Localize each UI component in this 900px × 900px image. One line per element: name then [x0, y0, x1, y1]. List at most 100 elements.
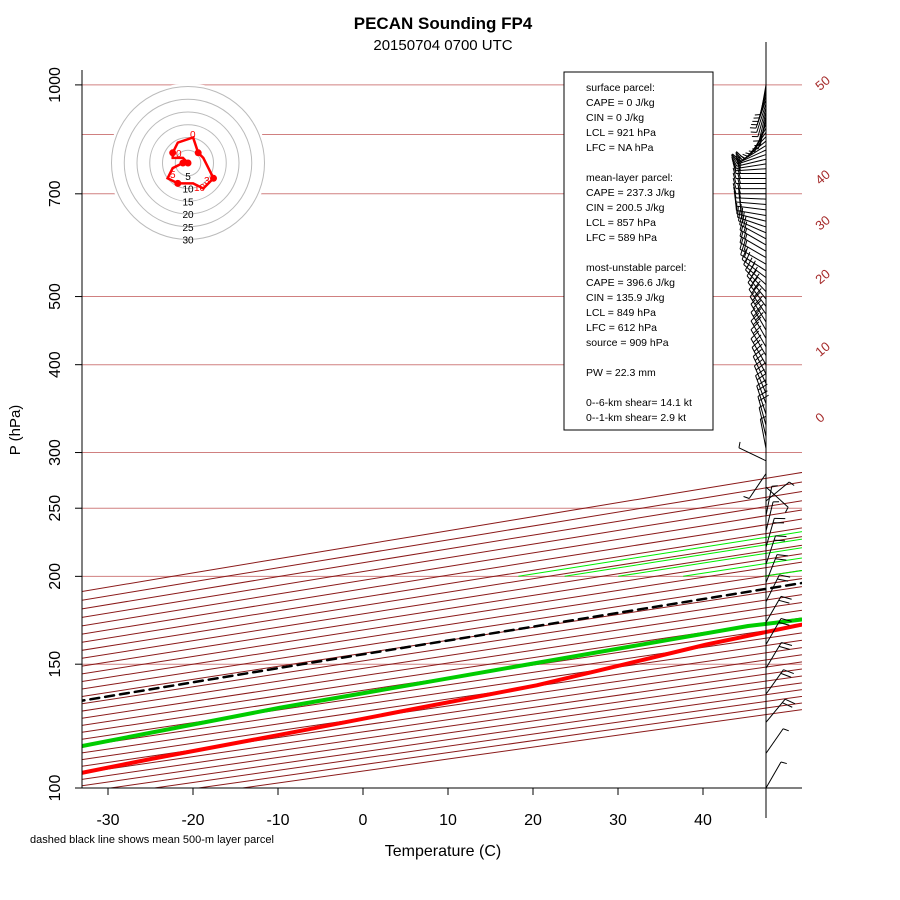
- wind-barb-flag: [752, 348, 762, 357]
- sounding-traces: [82, 581, 802, 775]
- wind-barb: [765, 618, 782, 645]
- wind-barb-flag: [784, 698, 796, 705]
- wind-barb-flag: [732, 172, 737, 184]
- wind-barb: [765, 728, 784, 754]
- wind-barb-flag: [752, 299, 762, 309]
- wind-barb-flag: [757, 390, 768, 397]
- hodograph-ring-label: 30: [182, 236, 194, 247]
- x-tick-label: 20: [524, 812, 542, 829]
- wind-barb-flag: [758, 404, 765, 408]
- wind-barb: [739, 229, 767, 246]
- wind-barb: [765, 554, 778, 583]
- wind-barb-flag: [732, 183, 737, 194]
- wind-barb-flag: [753, 288, 762, 298]
- wind-barb-flag: [755, 312, 764, 321]
- wind-barb-flag: [741, 249, 747, 260]
- x-tick-label: -10: [266, 812, 289, 829]
- wind-barb: [743, 264, 767, 285]
- wind-barb-flag: [752, 325, 762, 334]
- wind-barb: [765, 669, 784, 695]
- wind-barb: [758, 111, 767, 142]
- wind-barb-flag: [774, 539, 786, 542]
- y-tick-label: 1000: [47, 67, 64, 103]
- wind-barb: [765, 698, 786, 723]
- isotherm-label: 40: [812, 167, 833, 188]
- hodograph-point: [210, 174, 217, 182]
- wind-barb-flag: [738, 441, 741, 448]
- wind-barb-flag: [735, 157, 742, 169]
- wind-barb: [739, 242, 767, 259]
- wind-barb-flag: [731, 154, 738, 165]
- wind-barb-flag: [743, 258, 747, 265]
- wind-barb: [765, 486, 773, 516]
- wind-barb-flag: [751, 284, 760, 294]
- isotherm-label: 0: [812, 410, 827, 426]
- wind-barb: [765, 518, 775, 548]
- parameter-line: mean-layer parcel:: [586, 172, 673, 184]
- moist-adiabat: [764, 570, 802, 577]
- wind-barb-flag: [735, 151, 745, 160]
- parameter-line: CIN = 200.5 J/kg: [586, 202, 665, 214]
- wind-barb-flag: [784, 506, 789, 513]
- hodograph-point: [179, 159, 187, 167]
- wind-barb: [757, 107, 767, 137]
- wind-barb-flag: [756, 379, 767, 387]
- wind-barb-flag: [780, 672, 792, 678]
- wind-barb: [739, 224, 767, 240]
- wind-barb-flag: [756, 373, 767, 381]
- wind-barb-flag: [760, 415, 766, 420]
- wind-barb-flag: [752, 334, 762, 343]
- wind-barb: [750, 320, 767, 348]
- wind-barb: [756, 103, 767, 133]
- wind-barb-flag: [750, 299, 756, 305]
- wind-barb-flag: [778, 599, 790, 604]
- wind-barb-flag: [755, 362, 766, 371]
- wind-barb: [755, 375, 767, 404]
- wind-barb: [750, 312, 767, 339]
- isotherm-ref: [788, 70, 900, 788]
- hodograph-point: [169, 149, 177, 157]
- wind-barb-flag: [732, 162, 737, 174]
- wind-barb: [765, 486, 789, 508]
- chart-title: PECAN Sounding FP4: [354, 14, 533, 33]
- hodograph-ring: [123, 98, 253, 228]
- wind-barb: [737, 216, 767, 228]
- y-tick-label: 150: [47, 651, 64, 678]
- wind-barb-flag: [788, 481, 795, 486]
- parcel-footnote: dashed black line shows mean 500-m layer…: [30, 834, 274, 846]
- parameter-line: LFC = 589 hPa: [586, 232, 657, 244]
- parameter-line: CIN = 0 J/kg: [586, 112, 644, 124]
- wind-barb-flag: [745, 251, 751, 263]
- isotherm-label: 20: [812, 266, 833, 287]
- parameter-line: LFC = 612 hPa: [586, 322, 657, 334]
- dry-adiabat: [82, 471, 802, 592]
- wind-barb: [753, 365, 767, 394]
- moist-adiabat: [683, 557, 802, 577]
- wind-barb-flag: [775, 535, 787, 538]
- wind-barb-flag: [737, 167, 741, 179]
- parameters-box: surface parcel: CAPE = 0 J/kg CIN = 0 J/kg…: [563, 71, 714, 431]
- wind-barb: [736, 158, 767, 167]
- wind-barb-flag: [737, 183, 741, 194]
- y-tick-label: 200: [47, 563, 64, 590]
- wind-barb-flag: [743, 234, 748, 245]
- wind-barb-flag: [775, 558, 787, 561]
- y-tick-label: 400: [47, 351, 64, 378]
- wind-barb: [765, 596, 782, 623]
- wind-barb-flag: [739, 225, 744, 237]
- hodograph-trace-label: 10: [194, 183, 206, 194]
- wind-barb-flag: [783, 669, 794, 675]
- wind-barb-flag: [743, 221, 748, 233]
- parameter-line: LFC = NA hPa: [586, 142, 654, 154]
- chart-subtitle: 20150704 0700 UTC: [373, 37, 512, 54]
- hodograph-trace-label: 5: [170, 170, 176, 181]
- wind-barb: [750, 329, 767, 356]
- hodograph-ring: [111, 86, 265, 240]
- wind-barb: [738, 220, 767, 234]
- y-tick-label: 300: [47, 439, 64, 466]
- parameter-line: [586, 157, 589, 169]
- wind-barb: [736, 201, 767, 205]
- isotherm-label: 50: [812, 73, 833, 94]
